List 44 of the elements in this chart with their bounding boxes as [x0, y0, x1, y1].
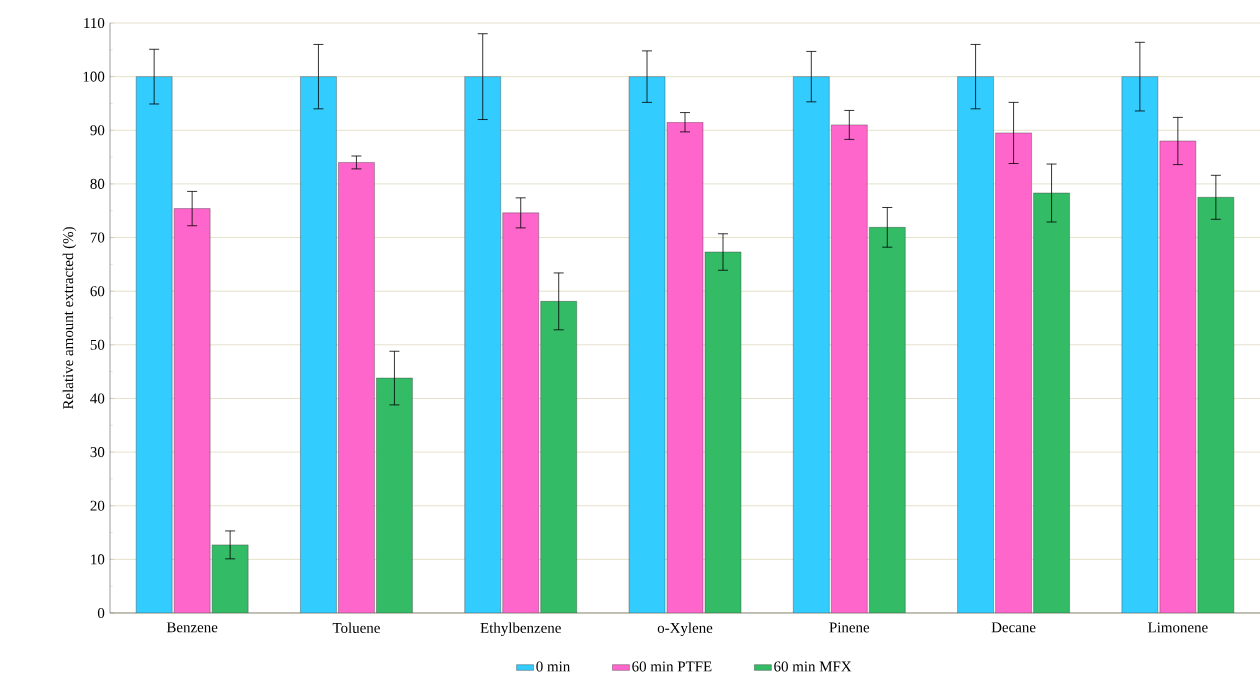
bar — [300, 76, 337, 613]
y-tick-label: 10 — [91, 554, 105, 565]
bar — [628, 76, 666, 613]
bar — [1033, 192, 1070, 613]
x-tick-label: Pinene — [829, 622, 870, 633]
x-tick-label: Decane — [991, 622, 1036, 633]
legend-label: 0 min — [536, 661, 571, 672]
bar — [957, 76, 994, 613]
bar — [793, 76, 830, 613]
y-tick-label: 40 — [90, 393, 105, 404]
bar — [995, 132, 1032, 613]
y-tick-label: 50 — [90, 339, 105, 350]
y-tick-label: 30 — [90, 447, 105, 458]
bar — [1121, 76, 1159, 613]
bar — [831, 124, 868, 613]
bar — [1197, 197, 1235, 613]
bar — [135, 76, 173, 613]
legend-label: 60 min MFX — [774, 661, 852, 672]
y-tick-label: 100 — [83, 71, 105, 82]
legend-label: 60 min PTFE — [632, 661, 712, 672]
bar — [338, 162, 375, 613]
bar — [1159, 140, 1197, 613]
y-tick-label: 80 — [90, 178, 105, 189]
x-tick-label: Limonene — [1148, 622, 1208, 633]
bar — [869, 227, 906, 613]
y-tick-label: 20 — [90, 500, 105, 511]
bar — [211, 544, 249, 613]
x-tick-label: Benzene — [166, 622, 218, 633]
y-tick-label: 110 — [84, 17, 105, 29]
bar — [173, 208, 211, 613]
y-tick-label: 70 — [90, 232, 105, 243]
bar — [502, 212, 539, 613]
x-tick-label: Ethylbenzene — [480, 622, 561, 637]
y-tick-label: 90 — [90, 125, 105, 136]
bar — [464, 76, 501, 613]
y-axis-title: Relative amount extracted (%) — [62, 227, 77, 410]
bar — [376, 377, 413, 613]
x-tick-label: Toluene — [332, 622, 380, 633]
bar — [704, 251, 742, 613]
x-tick-label: o-Xylene — [657, 622, 713, 637]
bar — [666, 122, 704, 613]
y-tick-label: 0 — [97, 607, 105, 619]
bar — [540, 301, 577, 613]
y-tick-label: 60 — [90, 286, 105, 297]
